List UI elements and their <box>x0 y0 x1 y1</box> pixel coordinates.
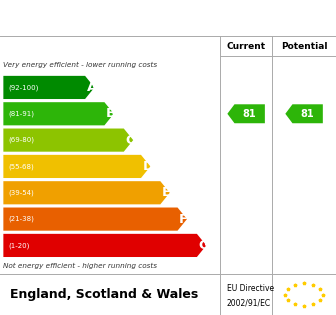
Text: England, Scotland & Wales: England, Scotland & Wales <box>10 288 198 301</box>
Text: (1-20): (1-20) <box>8 242 30 249</box>
Text: (81-91): (81-91) <box>8 111 34 117</box>
Text: 81: 81 <box>243 109 256 119</box>
Text: C: C <box>125 134 135 146</box>
Text: (92-100): (92-100) <box>8 84 39 91</box>
Polygon shape <box>3 102 114 125</box>
Text: 81: 81 <box>301 109 314 119</box>
Text: (55-68): (55-68) <box>8 163 34 170</box>
Text: Not energy efficient - higher running costs: Not energy efficient - higher running co… <box>3 263 157 269</box>
Polygon shape <box>227 104 265 123</box>
Text: EU Directive: EU Directive <box>227 284 274 293</box>
Text: Current: Current <box>226 42 266 51</box>
Text: (39-54): (39-54) <box>8 190 34 196</box>
Text: (69-80): (69-80) <box>8 137 34 143</box>
Polygon shape <box>285 104 323 123</box>
Polygon shape <box>3 129 133 152</box>
Text: F: F <box>179 213 188 226</box>
Text: E: E <box>162 186 171 199</box>
Text: Energy Efficiency Rating: Energy Efficiency Rating <box>10 11 232 26</box>
Text: (21-38): (21-38) <box>8 216 34 222</box>
Text: G: G <box>199 239 209 252</box>
Text: Potential: Potential <box>281 42 327 51</box>
Text: B: B <box>106 107 116 120</box>
Text: 2002/91/EC: 2002/91/EC <box>227 298 271 307</box>
Polygon shape <box>3 234 206 257</box>
Polygon shape <box>3 208 187 231</box>
Text: D: D <box>143 160 154 173</box>
Text: Very energy efficient - lower running costs: Very energy efficient - lower running co… <box>3 62 158 68</box>
Text: A: A <box>87 81 97 94</box>
Polygon shape <box>3 76 94 99</box>
Polygon shape <box>3 155 151 178</box>
Polygon shape <box>3 181 170 204</box>
